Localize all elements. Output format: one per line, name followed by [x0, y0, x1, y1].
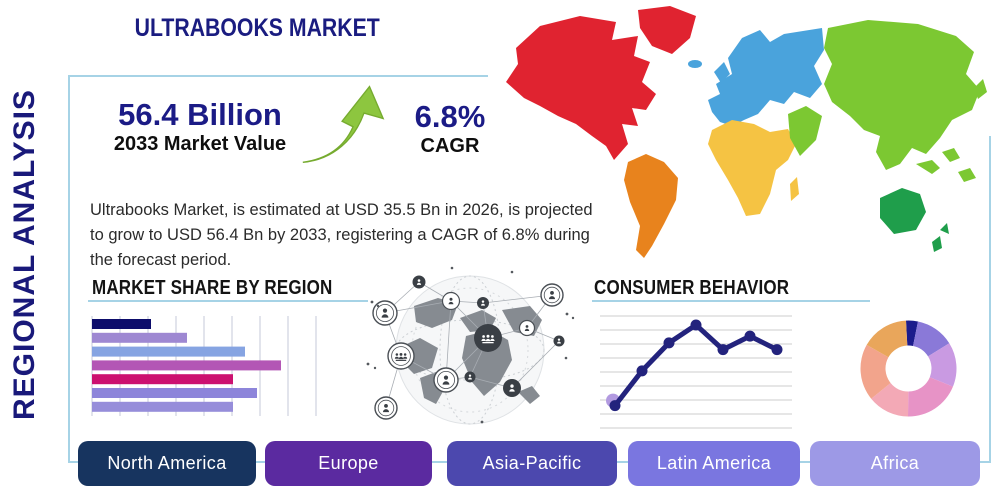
- map-iceland: [688, 60, 702, 68]
- map-madagascar: [790, 177, 799, 201]
- content-box-border-right: [989, 136, 991, 463]
- region-button-label: North America: [107, 453, 227, 473]
- regional-distribution-donut: [860, 320, 957, 417]
- market-share-heading: MARKET SHARE BY REGION: [92, 277, 333, 299]
- growth-arrow-icon: [297, 82, 389, 166]
- cagr-number: 6.8%: [414, 99, 486, 134]
- region-button-europe[interactable]: Europe: [265, 441, 432, 486]
- globe-network-icon: [366, 266, 575, 425]
- map-southeast-asia: [916, 148, 976, 182]
- map-north-america: [506, 16, 656, 160]
- world-map: [506, 6, 987, 258]
- region-button-label: Latin America: [656, 453, 772, 473]
- globe-nodes: [372, 275, 565, 420]
- map-south-america: [624, 154, 678, 258]
- growth-arrow-shape: [302, 85, 385, 164]
- map-greenland: [638, 6, 696, 54]
- market-value-caption: 2033 Market Value: [113, 132, 287, 155]
- page-title: ULTRABOOKS MARKET: [107, 14, 407, 43]
- globe-scatter-dots: [366, 266, 575, 424]
- map-new-zealand: [932, 223, 949, 252]
- content-box-border-left: [68, 75, 70, 463]
- region-button-latin-america[interactable]: Latin America: [628, 441, 800, 486]
- cagr-stat: 6.8% CAGR: [400, 99, 500, 158]
- consumer-behavior-underline: [592, 300, 870, 302]
- region-button-africa[interactable]: Africa: [810, 441, 980, 486]
- map-japan: [974, 79, 987, 99]
- content-box-border-top: [68, 75, 488, 77]
- market-share-underline: [88, 300, 368, 302]
- region-button-north-america[interactable]: North America: [78, 441, 256, 486]
- map-united-kingdom: [714, 62, 730, 83]
- consumer-behavior-heading: CONSUMER BEHAVIOR: [594, 277, 790, 299]
- market-share-chart: [91, 316, 317, 416]
- vertical-section-label: REGIONAL ANALYSIS: [8, 89, 41, 420]
- region-button-asia-pacific[interactable]: Asia-Pacific: [447, 441, 617, 486]
- region-button-label: Africa: [870, 453, 920, 473]
- map-europe: [708, 28, 824, 126]
- market-description: Ultrabooks Market, is estimated at USD 3…: [90, 200, 593, 269]
- map-asia: [824, 20, 980, 170]
- map-australia: [880, 188, 926, 234]
- cagr-caption: CAGR: [420, 134, 480, 157]
- region-button-label: Europe: [318, 453, 379, 473]
- map-middle-east: [788, 106, 822, 156]
- page-title-text: ULTRABOOKS MARKET: [134, 14, 380, 42]
- consumer-behavior-chart: [600, 315, 792, 429]
- people-icon: [481, 335, 494, 344]
- region-button-label: Asia-Pacific: [482, 453, 582, 473]
- map-africa: [708, 120, 796, 216]
- market-value-stat: 56.4 Billion 2033 Market Value: [95, 97, 305, 156]
- people-icon: [395, 353, 407, 361]
- market-value-number: 56.4 Billion: [118, 97, 282, 132]
